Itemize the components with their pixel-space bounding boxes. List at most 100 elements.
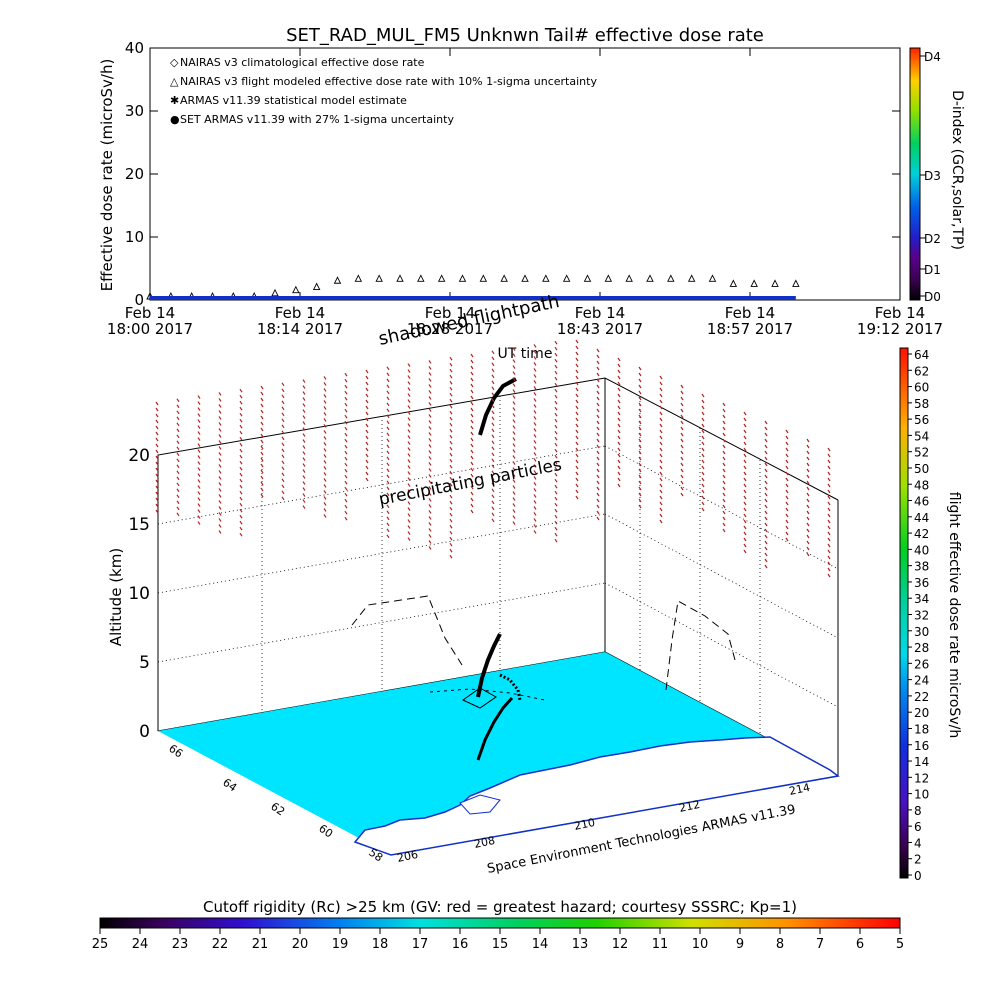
particle-mark <box>491 404 495 409</box>
particle-mark <box>491 518 495 523</box>
particle-mark <box>449 398 453 403</box>
particle-mark <box>344 384 348 389</box>
particle-mark <box>596 450 600 455</box>
particle-mark <box>806 492 810 497</box>
particle-mark <box>659 501 663 506</box>
particle-mark <box>701 447 705 452</box>
particle-mark <box>302 433 306 437</box>
particle-mark <box>281 406 285 411</box>
particle-mark <box>281 460 285 465</box>
cutoff-tick-label: 21 <box>252 937 269 952</box>
cutoff-tick-label: 22 <box>212 937 229 952</box>
particle-mark <box>722 474 726 479</box>
particle-mark <box>785 531 789 536</box>
particle-mark <box>386 468 390 473</box>
particle-mark <box>617 375 621 380</box>
particle-mark <box>176 482 180 487</box>
particle-mark <box>239 502 243 507</box>
particle-mark <box>239 514 243 519</box>
particle-mark <box>428 450 432 454</box>
particle-mark <box>470 413 474 418</box>
particle-mark <box>638 408 642 413</box>
particle-mark <box>806 540 810 545</box>
track-low <box>476 696 514 761</box>
particle-mark <box>386 522 390 527</box>
particle-mark <box>533 410 537 414</box>
particle-mark <box>596 504 600 509</box>
particle-mark <box>218 470 222 474</box>
particle-mark <box>827 525 831 530</box>
particle-mark <box>596 348 600 353</box>
cutoff-tick-label: 8 <box>776 937 784 952</box>
particle-mark <box>428 378 432 382</box>
cutoff-tick-label: 15 <box>492 937 509 952</box>
particle-mark <box>428 420 432 424</box>
particle-mark <box>827 507 831 512</box>
ground-map <box>158 652 840 856</box>
particle-mark <box>554 502 558 507</box>
particle-mark <box>365 399 369 404</box>
particle-mark <box>701 417 705 422</box>
cutoff-tick-label: 19 <box>332 937 349 952</box>
cutoff-ticks: 25 24 23 22 21 20 19 18 17 16 15 14 13 12 11 10 9 8 7 6 5 <box>92 928 904 952</box>
particle-mark <box>449 416 453 421</box>
particle-mark <box>428 504 432 508</box>
particle-mark <box>449 428 453 433</box>
particle-mark <box>344 504 348 509</box>
particle-mark <box>533 488 537 492</box>
particle-mark <box>659 381 663 386</box>
dose-tick-label: 58 <box>914 397 929 411</box>
particle-mark <box>743 453 747 458</box>
particle-mark <box>659 387 663 392</box>
particle-mark <box>596 462 600 467</box>
particle-mark <box>701 501 705 506</box>
dose-colorbar-ticks: 6462605856545250484644424038363432302826… <box>908 348 929 883</box>
particle-mark <box>365 459 369 464</box>
particle-mark <box>575 405 579 410</box>
particle-mark <box>197 479 201 483</box>
particle-mark <box>575 471 579 476</box>
particle-mark <box>470 479 474 484</box>
particle-mark <box>554 346 558 351</box>
particle-mark <box>407 369 411 373</box>
particle-mark <box>554 400 558 405</box>
particle-mark <box>239 442 243 447</box>
particle-mark <box>743 519 747 524</box>
particle-mark <box>659 375 663 380</box>
particle-mark <box>743 465 747 470</box>
particle-mark <box>554 508 558 513</box>
dose-tick-label: 18 <box>914 722 929 736</box>
particle-mark <box>344 426 348 431</box>
particle-mark <box>239 484 243 489</box>
nairas-flight-point <box>417 274 425 282</box>
particle-mark <box>638 444 642 449</box>
particle-mark <box>428 384 432 388</box>
particle-mark <box>470 467 474 472</box>
particle-mark <box>449 404 453 409</box>
lon-tick-label: 210 <box>573 816 596 833</box>
particle-mark <box>449 374 453 379</box>
particle-mark <box>197 407 201 411</box>
particle-mark <box>407 501 411 505</box>
particle-mark <box>344 414 348 419</box>
particle-mark <box>260 469 264 474</box>
particle-mark <box>575 399 579 404</box>
particle-mark <box>302 445 306 449</box>
particle-mark <box>428 534 432 538</box>
particle-mark <box>218 464 222 468</box>
particle-mark <box>449 554 453 559</box>
particle-mark <box>554 478 558 483</box>
particle-mark <box>470 449 474 454</box>
particle-mark <box>281 478 285 483</box>
nairas-flight-point <box>771 279 779 287</box>
particle-mark <box>554 442 558 447</box>
particle-mark <box>239 394 243 399</box>
particle-mark <box>218 482 222 486</box>
particle-mark <box>428 456 432 460</box>
particle-mark <box>743 471 747 476</box>
particle-mark <box>554 538 558 543</box>
particle-mark <box>344 432 348 437</box>
dose-tick-label: 28 <box>914 641 929 655</box>
particle-mark <box>470 503 474 508</box>
